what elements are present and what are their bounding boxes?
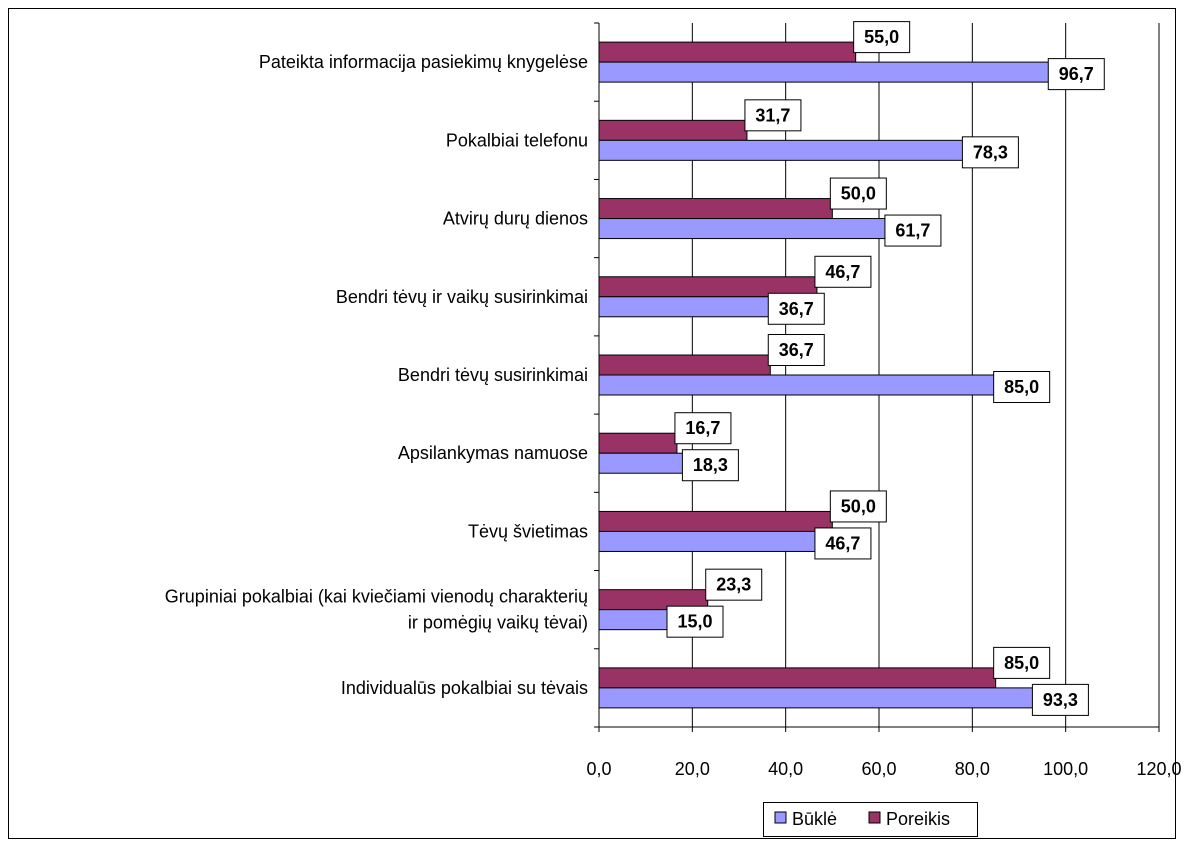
bar-poreikis (598, 354, 771, 376)
bar-bukle (598, 452, 685, 474)
data-label: 85,0 (1004, 377, 1039, 397)
category-label: ir pomėgių vaikų tėvai) (408, 613, 588, 633)
x-tick-label: 120,0 (1136, 759, 1181, 779)
x-tick-label: 20,0 (675, 759, 710, 779)
data-label: 93,3 (1043, 690, 1078, 710)
category-label: Grupiniai pokalbiai (kai kviečiami vieno… (165, 587, 588, 607)
data-label: 96,7 (1059, 64, 1094, 84)
data-label: 36,7 (779, 340, 814, 360)
bar-poreikis (598, 41, 857, 63)
data-label-box (666, 605, 724, 638)
data-label: 50,0 (841, 496, 876, 516)
data-label: 23,3 (716, 575, 751, 595)
data-label-box (674, 412, 732, 445)
data-label-box (993, 371, 1051, 403)
bar-bukle (598, 374, 997, 396)
legend-label: Poreikis (886, 809, 950, 829)
bar-bukle (598, 139, 965, 161)
data-label: 55,0 (864, 27, 899, 47)
data-label: 85,0 (1004, 653, 1039, 673)
category-label: Tėvų švietimas (468, 521, 588, 541)
x-tick-label: 60,0 (861, 759, 896, 779)
legend-swatch (868, 811, 881, 824)
data-label: 16,7 (685, 418, 720, 438)
data-label: 78,3 (973, 142, 1008, 162)
data-label-box (767, 292, 825, 325)
data-label: 36,7 (779, 299, 814, 319)
data-label-box (829, 177, 887, 210)
legend-swatch (774, 811, 787, 824)
data-label-box (993, 646, 1051, 679)
data-label-box (829, 490, 887, 523)
data-label: 46,7 (825, 533, 860, 553)
bar-poreikis (598, 198, 833, 220)
data-label-box (1031, 683, 1089, 716)
bar-bukle (598, 609, 670, 631)
bar-bukle (598, 296, 771, 318)
data-label: 31,7 (755, 105, 790, 125)
category-label: Atvirų durų dienos (443, 209, 588, 229)
x-tick-label: 0,0 (586, 759, 611, 779)
bar-poreikis (598, 119, 748, 141)
data-label: 61,7 (895, 221, 930, 241)
bar-poreikis (598, 510, 833, 532)
data-label-box (705, 568, 763, 601)
category-label: Pokalbiai telefonu (446, 130, 588, 150)
data-label-box (814, 527, 872, 560)
category-label: Pateikta informacija pasiekimų knygelėse (259, 52, 588, 72)
outer-border (8, 8, 1176, 839)
data-label-box (814, 255, 872, 288)
bar-bukle (598, 687, 1035, 709)
data-label-box (744, 99, 802, 132)
data-label: 15,0 (677, 612, 712, 632)
x-tick-label: 80,0 (955, 759, 990, 779)
x-tick-label: 40,0 (768, 759, 803, 779)
data-label: 46,7 (825, 262, 860, 282)
bar-poreikis (598, 667, 997, 689)
category-label: Bendri tėvų ir vaikų susirinkimai (336, 287, 588, 307)
bar-bukle (598, 530, 818, 552)
bar-bukle (598, 61, 1051, 83)
data-label-box (884, 214, 942, 247)
data-label: 18,3 (693, 455, 728, 475)
data-label-box (961, 136, 1019, 169)
data-label-box (853, 21, 911, 54)
data-label-box (767, 334, 825, 366)
bar-poreikis (598, 432, 678, 454)
bar-bukle (598, 218, 888, 240)
category-label: Bendri tėvų susirinkimai (398, 365, 588, 385)
x-tick-label: 100,0 (1043, 759, 1088, 779)
category-label: Individualūs pokalbiai su tėvais (341, 678, 588, 698)
data-label: 50,0 (841, 184, 876, 204)
data-label-box (681, 449, 739, 482)
category-label: Apsilankymas namuose (398, 443, 588, 463)
legend-label: Būklė (792, 809, 837, 829)
data-label-box (1047, 58, 1105, 91)
